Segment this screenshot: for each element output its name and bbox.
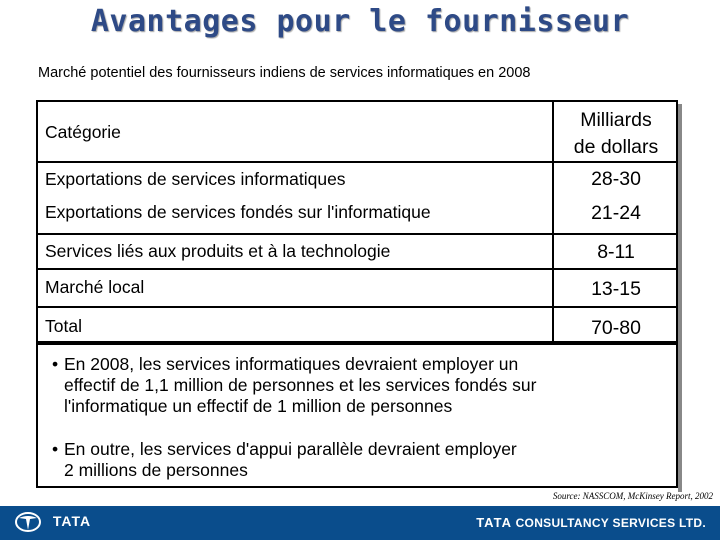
bullet-item: • En 2008, les services informatiques de… xyxy=(52,354,672,420)
slide-title: Avantages pour le fournisseur xyxy=(90,4,630,39)
tcs-rest-word: CONSULTANCY SERVICES LTD. xyxy=(515,516,706,530)
table-shadow xyxy=(678,104,682,347)
row-value: 8-11 xyxy=(597,241,635,263)
tcs-logo: TATA CONSULTANCY SERVICES LTD. xyxy=(476,515,706,530)
tata-logo-left: TATA xyxy=(14,511,91,533)
slide-subtitle: Marché potentiel des fournisseurs indien… xyxy=(38,65,531,81)
row-value: 70-80 xyxy=(591,317,641,339)
bullet-marker: • xyxy=(52,354,59,374)
table-row: Exportations de services fondés sur l'in… xyxy=(38,198,676,235)
bullet-text: En 2008, les services informatiques devr… xyxy=(64,354,536,417)
row-category: Services liés aux produits et à la techn… xyxy=(45,241,391,261)
bullet-box: • En 2008, les services informatiques de… xyxy=(36,343,678,488)
header-value-line1: Milliards xyxy=(580,109,652,131)
bullet-marker: • xyxy=(52,439,59,459)
table-row: Services liés aux produits et à la techn… xyxy=(38,235,676,270)
row-value: 28-30 xyxy=(591,168,641,190)
row-value: 13-15 xyxy=(591,278,641,300)
table-row-total: Total 70-80 xyxy=(38,308,676,341)
bullet-item: • En outre, les services d'appui parallè… xyxy=(52,439,672,483)
bullet-line: l'informatique un effectif de 1 million … xyxy=(64,396,453,416)
bullet-line: En 2008, les services informatiques devr… xyxy=(64,354,519,374)
header-value: Milliards de dollars xyxy=(556,107,676,161)
table-row: Exportations de services informatiques 2… xyxy=(38,163,676,198)
market-table: Catégorie Milliards de dollars Exportati… xyxy=(36,100,678,343)
row-category: Exportations de services fondés sur l'in… xyxy=(45,202,431,222)
footer-bar: TATA TATA CONSULTANCY SERVICES LTD. xyxy=(0,506,720,540)
row-value: 21-24 xyxy=(591,202,641,224)
tata-wordmark: TATA xyxy=(52,512,92,529)
bullet-line: 2 millions de personnes xyxy=(64,460,248,480)
tcs-tata-word: TATA xyxy=(476,515,512,530)
row-category: Marché local xyxy=(45,277,145,297)
header-value-line2: de dollars xyxy=(573,136,659,158)
table-header-row: Catégorie Milliards de dollars xyxy=(38,102,676,163)
bullets-shadow xyxy=(678,347,682,492)
bullet-line: effectif de 1,1 million de personnes et … xyxy=(64,375,537,395)
tata-emblem-icon xyxy=(15,512,41,532)
header-category: Catégorie xyxy=(45,122,121,142)
column-divider xyxy=(552,102,554,341)
bullet-text: En outre, les services d'appui parallèle… xyxy=(64,439,517,481)
row-category: Exportations de services informatiques xyxy=(45,169,346,189)
row-category: Total xyxy=(45,316,82,336)
source-note: Source: NASSCOM, McKinsey Report, 2002 xyxy=(552,491,713,501)
table-row: Marché local 13-15 xyxy=(38,270,676,308)
bullet-line: En outre, les services d'appui parallèle… xyxy=(64,439,517,459)
